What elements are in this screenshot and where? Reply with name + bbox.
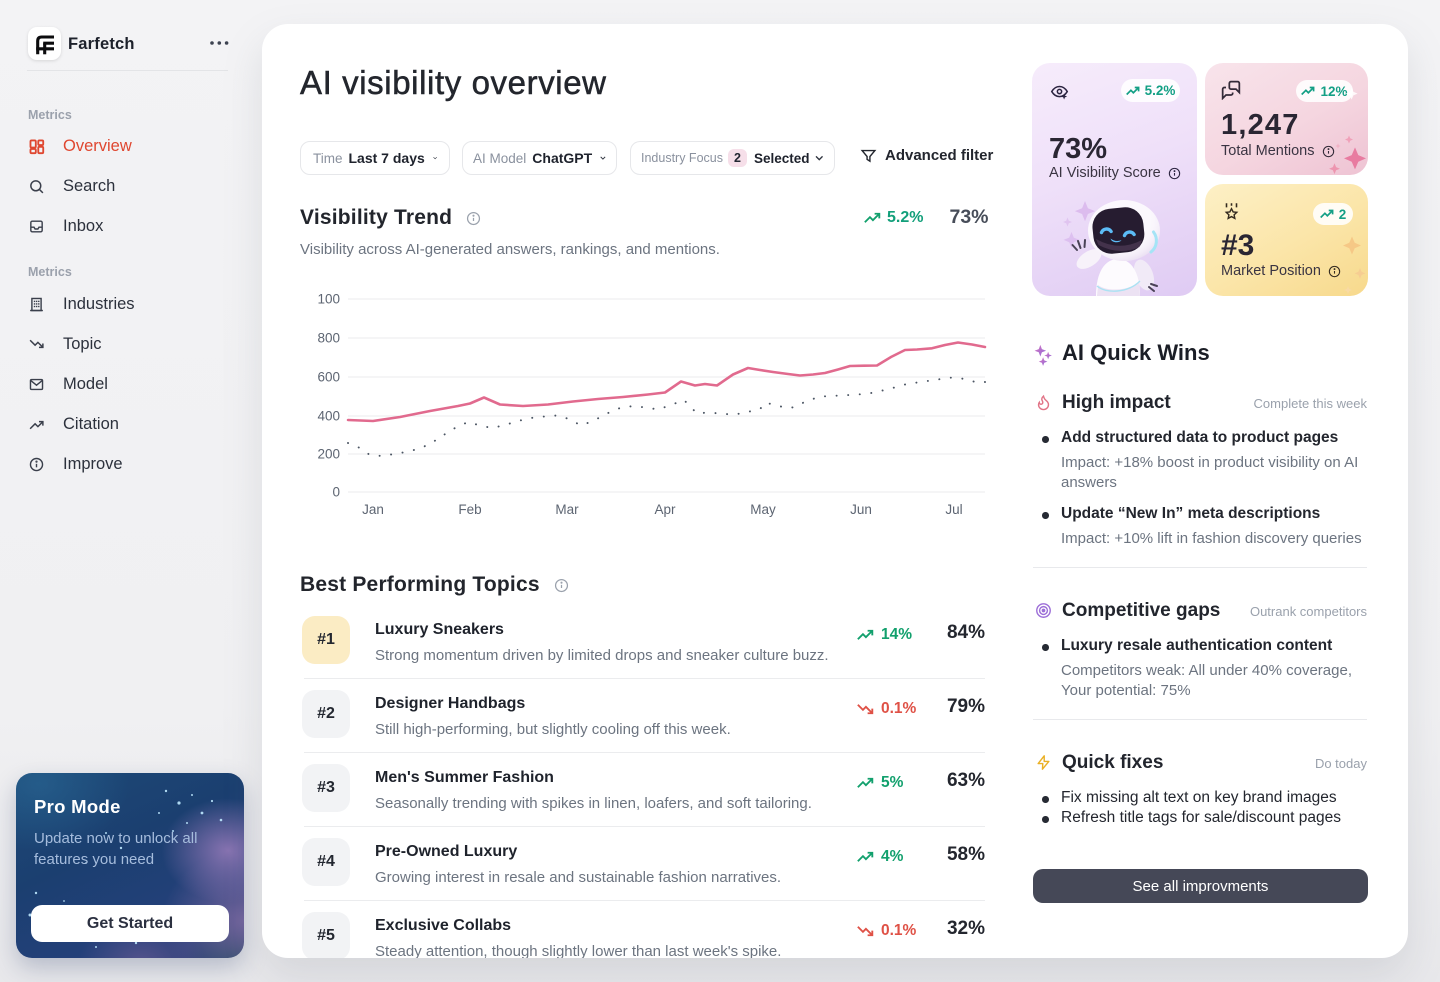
svg-text:800: 800 <box>317 331 340 346</box>
svg-text:Jul: Jul <box>945 502 962 517</box>
svg-text:Mar: Mar <box>555 502 579 517</box>
svg-text:100: 100 <box>317 292 340 307</box>
svg-text:Jun: Jun <box>850 502 872 517</box>
svg-text:May: May <box>750 502 776 517</box>
svg-text:600: 600 <box>317 370 340 385</box>
svg-text:Jan: Jan <box>362 502 384 517</box>
svg-text:200: 200 <box>317 447 340 462</box>
svg-text:0: 0 <box>332 485 340 500</box>
svg-text:Apr: Apr <box>654 502 676 517</box>
svg-text:Feb: Feb <box>458 502 481 517</box>
svg-text:400: 400 <box>317 409 340 424</box>
